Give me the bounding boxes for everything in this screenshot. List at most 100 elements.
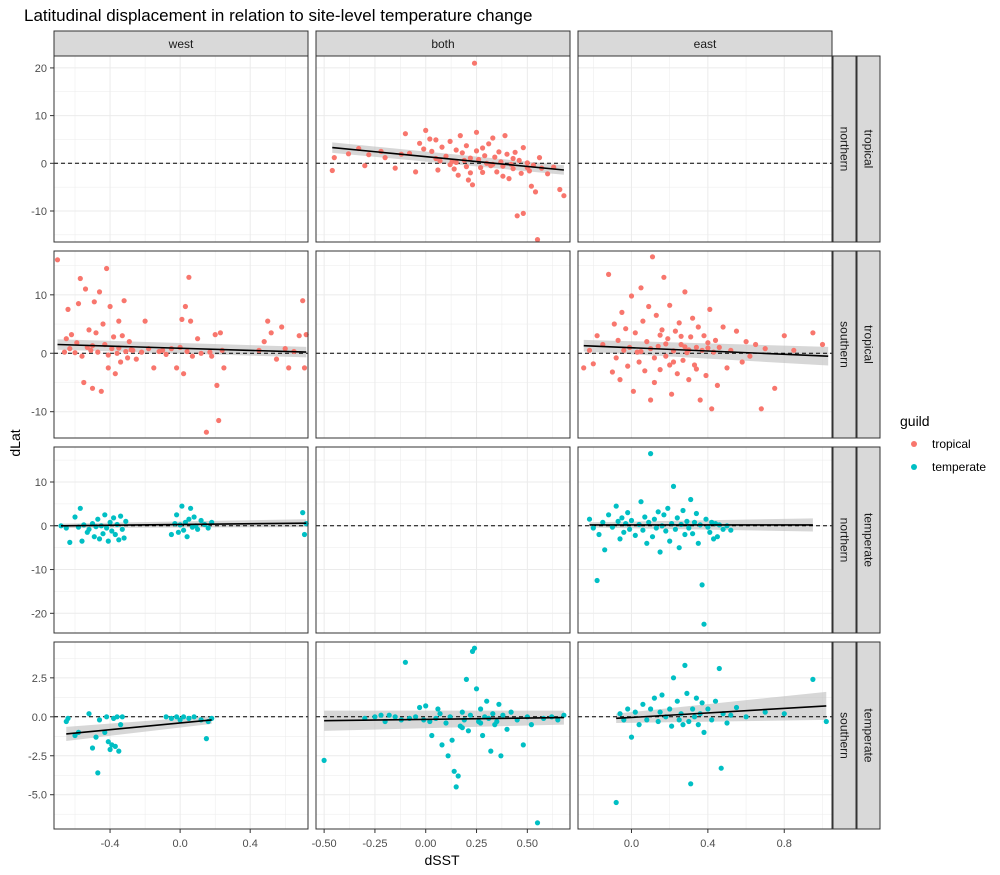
data-point: [823, 718, 829, 725]
data-point: [712, 698, 719, 704]
data-point: [636, 722, 642, 728]
data-point: [590, 361, 596, 367]
data-point: [606, 512, 612, 518]
legend: guild tropical temperate: [900, 413, 986, 474]
y-tick-label: 10: [35, 290, 47, 302]
data-point: [705, 340, 711, 346]
data-point: [86, 711, 92, 717]
confidence-ribbon: [583, 339, 829, 366]
data-point: [640, 701, 646, 707]
data-point: [659, 692, 665, 698]
data-point: [617, 377, 623, 383]
data-point: [508, 709, 514, 715]
data-point: [77, 275, 83, 282]
data-point: [68, 332, 75, 338]
chart-title: Latitudinal displacement in relation to …: [24, 6, 533, 25]
data-point: [476, 156, 482, 163]
row-strip-inner: [832, 250, 857, 439]
row-strip-outer: [856, 55, 881, 243]
y-tick-label: 0: [41, 348, 47, 360]
data-point: [81, 379, 87, 386]
data-point: [181, 527, 187, 533]
data-point: [453, 159, 459, 165]
data-point: [195, 336, 201, 342]
data-point: [417, 140, 423, 146]
data-point: [762, 709, 768, 715]
data-point: [602, 547, 608, 553]
data-point: [111, 334, 117, 340]
data-point: [528, 722, 535, 728]
row-strip-inner: [832, 641, 857, 830]
data-point: [609, 524, 616, 530]
data-point: [678, 341, 684, 348]
data-point: [480, 169, 486, 175]
data-point: [478, 165, 484, 171]
data-point: [494, 169, 500, 175]
data-point: [705, 524, 711, 530]
data-point: [772, 385, 778, 391]
data-point: [451, 166, 457, 172]
data-point: [179, 316, 185, 322]
data-point: [386, 712, 392, 718]
data-point: [301, 365, 308, 371]
data-point: [413, 169, 419, 175]
data-point: [688, 334, 694, 340]
data-point: [445, 753, 451, 759]
data-point: [545, 171, 551, 177]
data-point: [331, 155, 337, 161]
data-point: [74, 340, 80, 346]
data-point: [627, 526, 633, 532]
data-point: [58, 523, 64, 529]
data-point: [686, 525, 692, 531]
data-point: [586, 516, 593, 522]
data-point: [490, 135, 496, 141]
data-point: [617, 711, 623, 717]
panel-r2-c1: [315, 446, 571, 634]
data-point: [435, 706, 441, 712]
data-point: [435, 167, 441, 173]
y-axis-title: dLat: [7, 429, 23, 456]
data-point: [488, 748, 494, 754]
data-point: [661, 274, 667, 280]
column-strip-label: west: [168, 37, 194, 51]
data-point: [718, 765, 724, 771]
data-point: [716, 665, 722, 672]
data-point: [810, 330, 816, 336]
data-point: [555, 717, 561, 723]
data-point: [484, 698, 490, 704]
y-tick-label: 0: [41, 158, 47, 170]
data-point: [621, 347, 627, 353]
y-tick-label: 10: [35, 111, 47, 123]
y-tick-label: -10: [31, 565, 47, 577]
data-point: [661, 512, 667, 518]
data-point: [88, 347, 94, 353]
data-point: [79, 353, 85, 359]
data-point: [707, 306, 713, 312]
data-point: [427, 136, 433, 142]
data-point: [663, 528, 669, 534]
data-point: [659, 327, 665, 333]
panel-r3-c0: [53, 641, 309, 830]
data-point: [590, 525, 596, 531]
data-point: [640, 318, 646, 324]
data-point: [625, 363, 631, 369]
data-point: [423, 127, 429, 133]
data-point: [670, 483, 677, 489]
data-point: [217, 330, 223, 336]
data-point: [674, 698, 680, 704]
data-point: [646, 303, 652, 310]
data-point: [819, 341, 826, 348]
data-point: [743, 339, 749, 345]
panel-background: [578, 447, 832, 633]
data-point: [743, 714, 749, 720]
panel-r3-c1: [315, 641, 571, 830]
data-point: [447, 162, 453, 168]
data-point: [674, 515, 680, 521]
data-point: [625, 706, 631, 712]
data-point: [72, 514, 78, 520]
data-point: [107, 303, 113, 310]
row-strip-inner: [832, 446, 857, 634]
data-point: [791, 347, 797, 353]
data-point: [701, 333, 707, 339]
data-point: [617, 536, 623, 542]
